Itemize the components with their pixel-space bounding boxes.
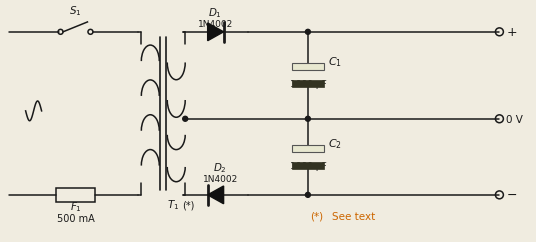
Circle shape xyxy=(306,116,310,121)
Text: 1000 μF: 1000 μF xyxy=(290,80,327,89)
Text: $S_1$: $S_1$ xyxy=(69,4,82,18)
Bar xyxy=(292,80,324,87)
Text: $C_2$: $C_2$ xyxy=(328,137,342,151)
Text: (*): (*) xyxy=(182,201,195,211)
Circle shape xyxy=(306,29,310,34)
Text: −: − xyxy=(507,189,517,202)
Text: $T_1$: $T_1$ xyxy=(167,199,180,212)
Bar xyxy=(292,162,324,169)
Text: 500 mA: 500 mA xyxy=(57,213,94,224)
Circle shape xyxy=(306,192,310,197)
Text: $D_1$: $D_1$ xyxy=(208,6,222,20)
Bar xyxy=(292,145,324,152)
Text: 1000 μF: 1000 μF xyxy=(290,162,327,171)
Bar xyxy=(292,63,324,70)
Text: 0 V: 0 V xyxy=(507,115,523,125)
Polygon shape xyxy=(207,23,224,41)
Text: 1N4002: 1N4002 xyxy=(197,20,233,29)
Text: See text: See text xyxy=(332,212,375,222)
Text: $F_1$: $F_1$ xyxy=(70,201,81,214)
Polygon shape xyxy=(207,186,224,204)
Text: +: + xyxy=(507,26,517,39)
Text: $D_2$: $D_2$ xyxy=(213,161,227,175)
Bar xyxy=(56,188,95,202)
Circle shape xyxy=(183,116,188,121)
Text: $C_1$: $C_1$ xyxy=(328,55,342,69)
Text: (*): (*) xyxy=(310,212,323,222)
Text: 1N4002: 1N4002 xyxy=(203,175,238,184)
